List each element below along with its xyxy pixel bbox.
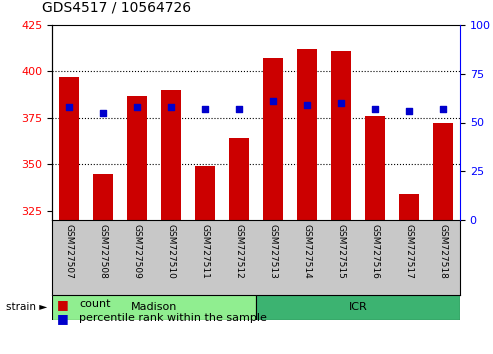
Bar [127, 96, 147, 220]
Point [65, 104, 73, 110]
Bar [93, 173, 113, 220]
Text: ■: ■ [57, 312, 69, 325]
Bar [433, 124, 453, 220]
Bar [331, 51, 351, 220]
Bar [195, 166, 215, 220]
Bar [365, 116, 385, 220]
Text: strain ►: strain ► [6, 303, 47, 313]
Point [269, 98, 277, 104]
Text: GSM727514: GSM727514 [303, 224, 312, 279]
Text: GSM727516: GSM727516 [371, 224, 380, 279]
Point [167, 104, 175, 110]
Text: Madison: Madison [131, 303, 177, 313]
Point [201, 106, 209, 112]
Text: GSM727518: GSM727518 [438, 224, 448, 279]
Text: GSM727512: GSM727512 [235, 224, 244, 279]
Text: GDS4517 / 10564726: GDS4517 / 10564726 [42, 0, 191, 15]
Point [99, 110, 107, 116]
Bar [52, 295, 256, 320]
Text: GSM727515: GSM727515 [337, 224, 346, 279]
Bar [297, 49, 317, 220]
Point [371, 106, 379, 112]
Text: count: count [79, 299, 110, 309]
Text: GSM727507: GSM727507 [65, 224, 73, 279]
Bar [229, 138, 249, 220]
Text: GSM727517: GSM727517 [404, 224, 414, 279]
Text: GSM727510: GSM727510 [167, 224, 176, 279]
Text: ■: ■ [57, 298, 69, 311]
Text: GSM727509: GSM727509 [133, 224, 141, 279]
Text: GSM727511: GSM727511 [201, 224, 210, 279]
Text: ICR: ICR [349, 303, 367, 313]
Point [405, 108, 413, 114]
Text: GSM727513: GSM727513 [269, 224, 278, 279]
Bar [161, 90, 181, 220]
Text: percentile rank within the sample: percentile rank within the sample [79, 313, 267, 324]
Text: GSM727508: GSM727508 [99, 224, 107, 279]
Point [235, 106, 243, 112]
Point [133, 104, 141, 110]
Point [439, 106, 447, 112]
Bar [59, 77, 79, 220]
Bar [256, 295, 460, 320]
Point [337, 100, 345, 106]
Bar [399, 194, 419, 220]
Point [303, 102, 311, 108]
Bar [263, 58, 283, 220]
